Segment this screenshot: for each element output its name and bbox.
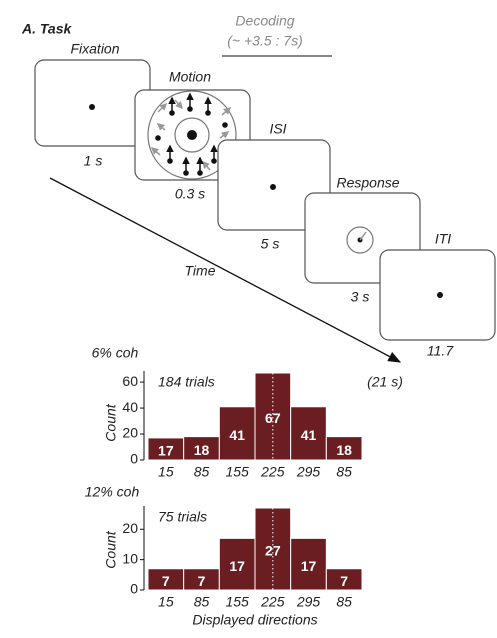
screen-label: Response — [336, 175, 399, 191]
x-tick-label: 225 — [260, 464, 285, 480]
y-tick-label: 60 — [122, 373, 138, 389]
timeline-arrow — [49, 177, 402, 363]
response-circle — [346, 226, 374, 254]
response-pointer — [359, 231, 367, 241]
fixation-screen — [34, 59, 151, 147]
screen-duration: 3 s — [351, 289, 370, 305]
x-tick-label: 295 — [296, 594, 321, 610]
screen-duration: 0.3 s — [175, 186, 205, 202]
y-tick-label: 40 — [122, 399, 138, 415]
x-tick-label: 155 — [225, 464, 249, 480]
x-tick-label: 295 — [296, 464, 321, 480]
screen-duration: 5 s — [261, 236, 280, 252]
x-axis-label: Displayed directions — [192, 612, 317, 628]
x-tick-label: 85 — [194, 464, 210, 480]
chart-title: 6% coh — [92, 345, 139, 361]
x-tick-label: 85 — [336, 594, 352, 610]
bar — [290, 406, 327, 461]
value-label: 41 — [301, 427, 317, 443]
x-tick-label: 225 — [260, 594, 285, 610]
value-label: 7 — [198, 573, 206, 589]
fixation-dot — [89, 104, 95, 110]
y-axis-label: Count — [103, 403, 119, 441]
y-tick-label: 0 — [130, 581, 138, 597]
y-tick-label: 20 — [122, 520, 138, 536]
fixation-dot — [437, 292, 443, 298]
x-tick-label: 155 — [225, 594, 249, 610]
y-tick-label: 0 — [130, 451, 138, 467]
value-label: 7 — [340, 573, 348, 589]
y-tick-label: 10 — [122, 550, 138, 566]
screen-label: Fixation — [70, 41, 119, 57]
time-label: Time — [185, 263, 216, 279]
bar — [218, 406, 256, 461]
annotation: 184 trials — [158, 374, 215, 390]
value-label: 27 — [265, 543, 281, 559]
x-tick-label: 85 — [336, 464, 352, 480]
screen-label: Motion — [169, 69, 211, 85]
bar — [290, 537, 327, 591]
bar — [325, 568, 363, 591]
value-label: 17 — [301, 558, 317, 574]
annotation: 75 trials — [158, 509, 207, 525]
fixation-dot — [270, 184, 276, 190]
total-duration: (21 s) — [367, 374, 403, 390]
y-tick-label: 20 — [122, 425, 138, 441]
x-tick-label: 15 — [158, 594, 174, 610]
value-label: 18 — [336, 442, 352, 458]
screen-duration: 1 s — [84, 153, 103, 169]
value-label: 7 — [162, 573, 170, 589]
y-axis-label: Count — [103, 530, 119, 568]
chart-title: 12% coh — [85, 484, 140, 500]
value-label: 41 — [229, 427, 245, 443]
decoding-label: Decoding — [235, 13, 294, 29]
x-tick-label: 85 — [194, 594, 210, 610]
value-label: 17 — [158, 443, 174, 459]
x-tick-label: 15 — [158, 464, 174, 480]
value-label: 18 — [194, 442, 210, 458]
bar — [325, 436, 363, 461]
value-label: 17 — [229, 558, 245, 574]
screen-label: ITI — [435, 231, 451, 247]
decoding-window: (~ +3.5 : 7s) — [227, 33, 302, 49]
screen-duration: 11.7 — [427, 343, 454, 359]
screen-label: ISI — [269, 121, 286, 137]
panel-label: A. Task — [21, 21, 72, 37]
